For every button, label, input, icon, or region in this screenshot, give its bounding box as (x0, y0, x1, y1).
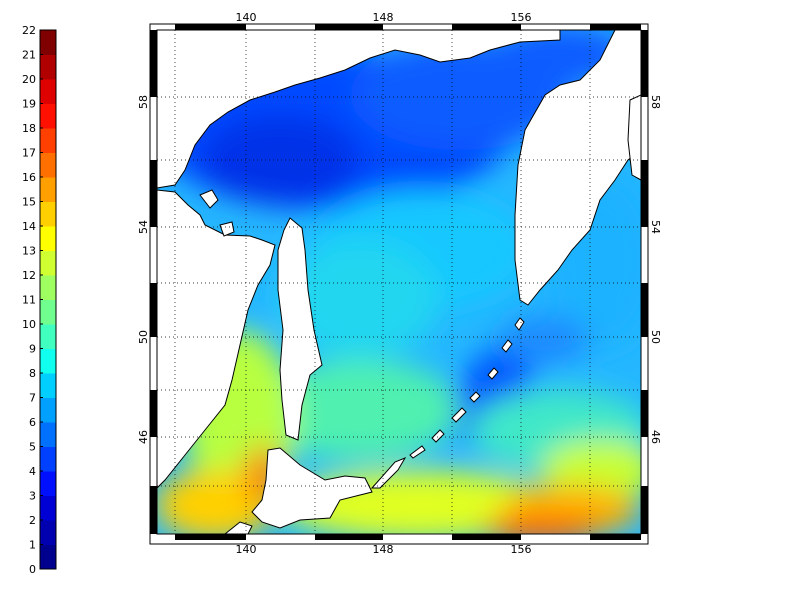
lat-tick-left-3: 58 (137, 95, 150, 109)
colorbar-tick-label: 10 (22, 318, 36, 331)
colorbar-cell (40, 250, 56, 276)
lon-tick-bottom-2: 156 (511, 543, 532, 556)
colorbar-tick-label: 17 (22, 147, 36, 160)
colorbar-tick-label: 18 (22, 122, 36, 135)
colorbar-cells (40, 30, 56, 570)
lat-tick-right-2: 54 (649, 220, 662, 234)
lat-tick-right-1: 50 (649, 330, 662, 344)
lat-tick-right-0: 46 (649, 430, 662, 444)
lon-tick-top-2: 156 (511, 11, 532, 24)
colorbar-tick-label: 13 (22, 245, 36, 258)
lon-tick-bottom-1: 148 (373, 543, 394, 556)
colorbar-cell (40, 177, 56, 202)
colorbar-tick-label: 20 (22, 73, 36, 86)
colorbar-cell (40, 422, 56, 447)
colorbar-cell (40, 103, 56, 129)
colorbar-cell (40, 348, 56, 374)
colorbar-tick-label: 15 (22, 196, 36, 209)
colorbar-tick-label: 12 (22, 269, 36, 282)
colorbar-cell (40, 30, 56, 55)
colorbar-tick-label: 19 (22, 98, 36, 111)
colorbar-cell (40, 520, 56, 545)
colorbar-tick-label: 4 (29, 465, 36, 478)
colorbar-tick-label: 9 (29, 343, 36, 356)
colorbar-cell (40, 373, 56, 398)
colorbar-cell (40, 495, 56, 521)
lon-tick-bottom-0: 140 (236, 543, 257, 556)
colorbar-tick-label: 22 (22, 24, 36, 37)
colorbar-cell (40, 54, 56, 80)
colorbar-tick-label: 8 (29, 367, 36, 380)
colorbar-cell (40, 397, 56, 423)
sst-field (157, 30, 641, 534)
colorbar-tick-label: 2 (29, 514, 36, 527)
colorbar-cell (40, 152, 56, 178)
colorbar-tick-label: 14 (22, 220, 36, 233)
lon-tick-top-0: 140 (236, 11, 257, 24)
lat-tick-left-0: 46 (137, 430, 150, 444)
colorbar-tick-label: 11 (22, 294, 36, 307)
map-frame (149, 23, 649, 545)
colorbar-cell (40, 544, 56, 570)
colorbar-tick-label: 0 (29, 563, 36, 576)
colorbar-cell (40, 275, 56, 300)
colorbar-cell (40, 324, 56, 349)
colorbar-cell (40, 128, 56, 153)
colorbar-cell (40, 446, 56, 472)
colorbar-tick-label: 3 (29, 490, 36, 503)
lon-tick-top-1: 148 (373, 11, 394, 24)
colorbar-tick-label: 21 (22, 49, 36, 62)
colorbar-cell (40, 471, 56, 496)
lat-tick-left-2: 54 (137, 220, 150, 234)
graticule (157, 30, 641, 534)
lat-tick-left-1: 50 (137, 330, 150, 344)
colorbar-tick-label: 5 (29, 441, 36, 454)
colorbar-tick-label: 16 (22, 171, 36, 184)
colorbar-tick-label: 7 (29, 392, 36, 405)
colorbar-cell (40, 201, 56, 227)
land (157, 30, 641, 534)
colorbar-cell (40, 79, 56, 104)
colorbar-cell (40, 226, 56, 251)
colorbar-tick-label: 6 (29, 416, 36, 429)
colorbar-tick-label: 1 (29, 539, 36, 552)
colorbar-cell (40, 299, 56, 325)
lat-tick-right-3: 58 (649, 95, 662, 109)
